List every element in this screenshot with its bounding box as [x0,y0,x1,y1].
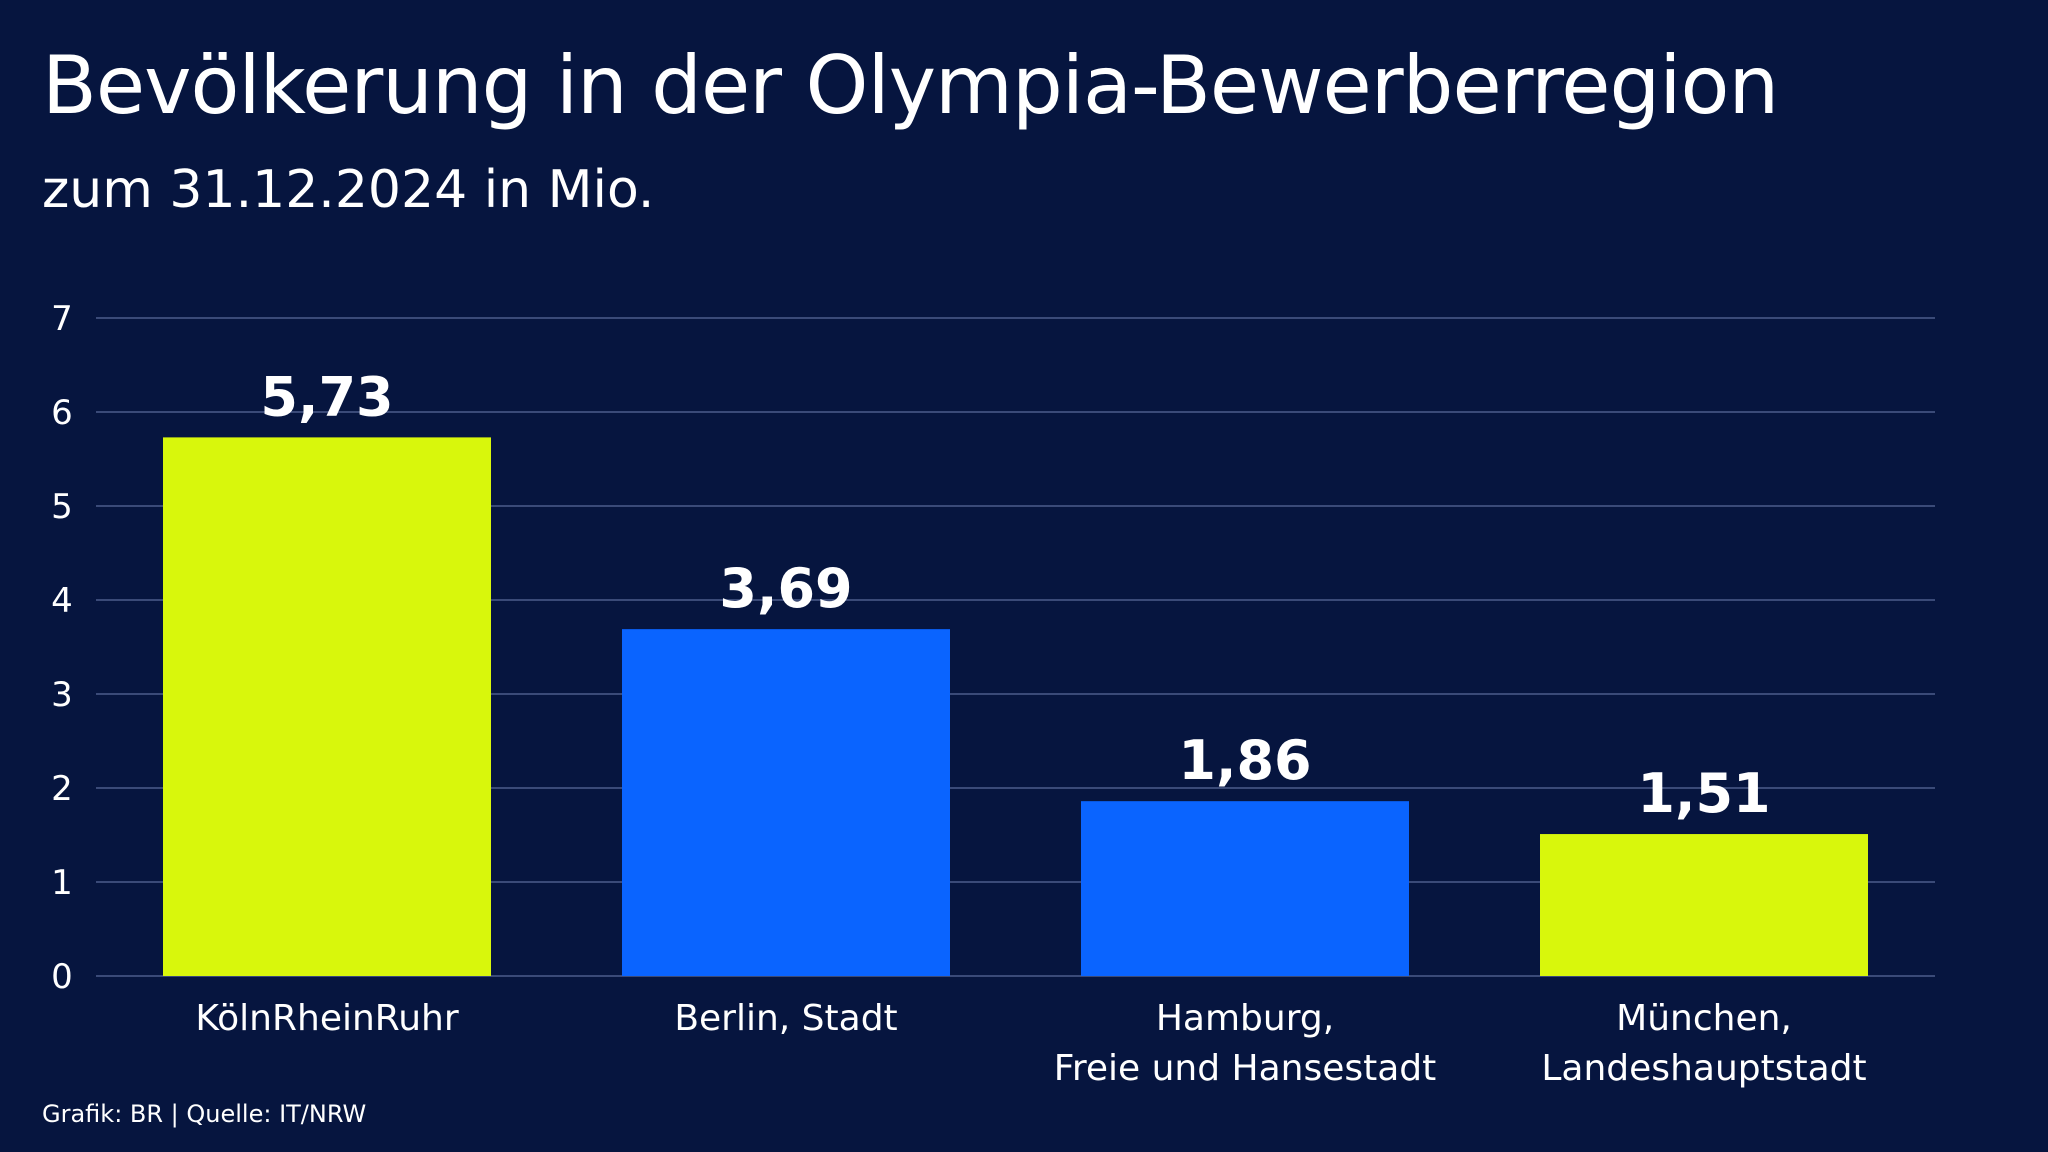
bar [163,437,491,976]
category-label: München, [1616,998,1792,1039]
y-tick-label: 7 [51,299,73,339]
y-tick-label: 0 [51,957,73,997]
y-tick-label: 4 [51,581,73,621]
category-label: KölnRheinRuhr [195,998,458,1039]
bar [622,629,950,976]
value-labels: 5,73 3,69 1,86 1,51 [260,365,1770,825]
bar [1540,834,1868,976]
bars [163,437,1868,976]
category-label: Freie und Hansestadt [1054,1048,1437,1089]
y-axis-ticks: 0 1 2 3 4 5 6 7 [51,299,73,997]
y-tick-label: 3 [51,675,73,715]
value-label: 5,73 [260,365,393,428]
y-tick-label: 2 [51,769,73,809]
y-tick-label: 5 [51,487,73,527]
category-labels: KölnRheinRuhr Berlin, Stadt Hamburg, Freie … [195,998,1866,1089]
value-label: 1,51 [1637,762,1770,825]
source-credit: Grafik: BR | Quelle: IT/NRW [42,1100,367,1128]
category-label: Landeshauptstadt [1541,1048,1866,1089]
category-label: Berlin, Stadt [674,998,897,1039]
y-tick-label: 1 [51,863,73,903]
bar [1081,801,1409,976]
value-label: 3,69 [719,557,852,620]
category-label: Hamburg, [1156,998,1334,1039]
value-label: 1,86 [1178,729,1311,792]
y-tick-label: 6 [51,393,73,433]
chart-subtitle: zum 31.12.2024 in Mio. [42,160,655,220]
chart-title: Bevölkerung in der Olympia-Bewerberregio… [42,39,1779,132]
